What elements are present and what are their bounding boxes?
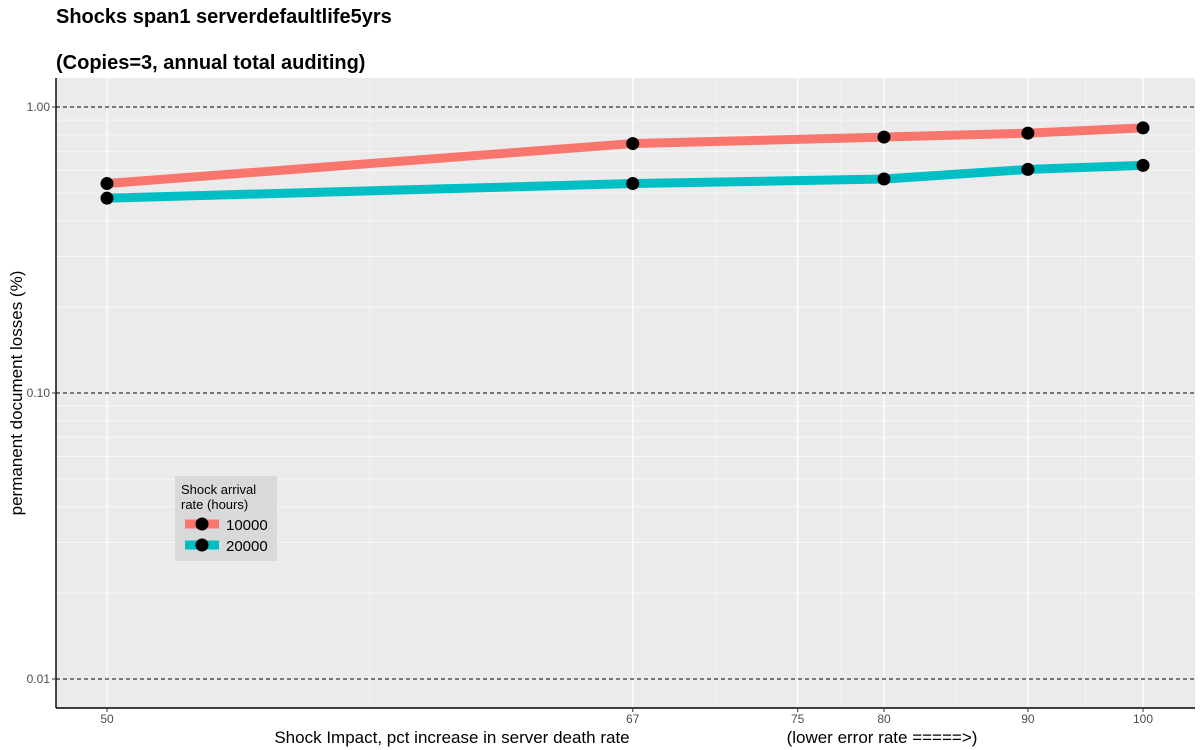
data-point-20000-67 bbox=[626, 177, 640, 191]
series-points bbox=[100, 121, 1150, 205]
x-axis-title: Shock Impact, pct increase in server dea… bbox=[274, 728, 629, 747]
data-point-20000-50 bbox=[100, 191, 114, 205]
x-tick-label: 80 bbox=[877, 712, 891, 726]
legend-key-point-20000 bbox=[195, 538, 209, 552]
x-tick-label: 50 bbox=[100, 712, 114, 726]
legend-title-line2: rate (hours) bbox=[181, 497, 248, 512]
data-point-10000-100 bbox=[1136, 121, 1150, 135]
legend: Shock arrival rate (hours) 10000 20000 bbox=[175, 476, 277, 561]
y-axis-title: permanent document losses (%) bbox=[7, 271, 26, 516]
data-point-10000-90 bbox=[1021, 126, 1035, 140]
legend-key-point-10000 bbox=[195, 517, 209, 531]
x-tick-label: 67 bbox=[626, 712, 640, 726]
x-axis-note: (lower error rate =====>) bbox=[787, 728, 978, 747]
chart-subtitle: (Copies=3, annual total auditing) bbox=[56, 52, 366, 74]
data-point-20000-80 bbox=[877, 172, 891, 186]
y-tick-label: 0.10 bbox=[27, 386, 51, 400]
data-point-10000-67 bbox=[626, 137, 640, 151]
x-tick-label: 75 bbox=[791, 712, 805, 726]
x-tick-label: 100 bbox=[1133, 712, 1153, 726]
legend-title-line1: Shock arrival bbox=[181, 482, 256, 497]
x-tick-label: 90 bbox=[1021, 712, 1035, 726]
data-point-10000-80 bbox=[877, 130, 891, 144]
legend-label-10000: 10000 bbox=[226, 517, 268, 534]
y-tick-labels: 1.00 0.10 0.01 bbox=[27, 100, 56, 686]
chart-title: Shocks span1 serverdefaultlife5yrs bbox=[56, 6, 392, 28]
legend-items: 10000 20000 bbox=[185, 517, 268, 555]
data-point-10000-50 bbox=[100, 177, 114, 191]
y-tick-label: 1.00 bbox=[27, 100, 51, 114]
y-tick-label: 0.01 bbox=[27, 672, 51, 686]
data-point-20000-90 bbox=[1021, 162, 1035, 176]
data-point-20000-100 bbox=[1136, 158, 1150, 172]
x-tick-labels: 50 67 75 80 90 100 bbox=[100, 708, 1153, 726]
legend-label-20000: 20000 bbox=[226, 538, 268, 555]
